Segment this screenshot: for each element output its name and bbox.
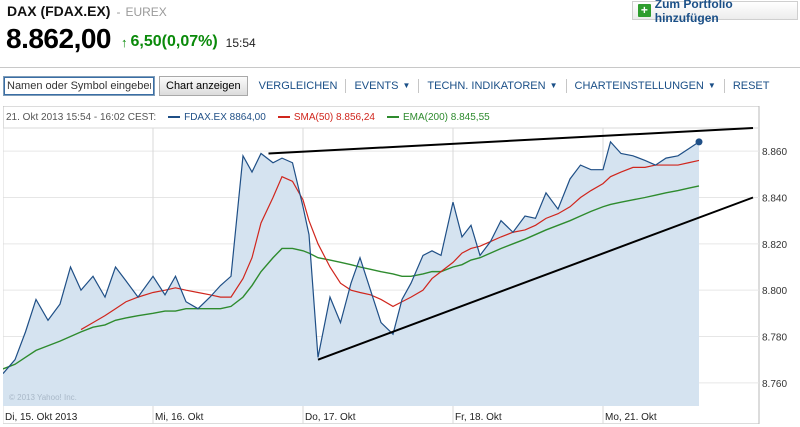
y-tick-label: 8.840 [762, 194, 787, 205]
x-tick-label: Fr, 18. Okt [455, 412, 502, 423]
events-menu[interactable]: EVENTS ▼ [346, 78, 420, 93]
chart-settings-menu[interactable]: CHARTEINSTELLUNGEN ▼ [567, 78, 725, 93]
x-tick-label: Di, 15. Okt 2013 [5, 412, 78, 423]
y-tick-label: 8.760 [762, 379, 787, 390]
yahoo-watermark: © 2013 Yahoo! Inc. [9, 393, 77, 402]
events-menu-label: EVENTS [354, 79, 399, 92]
legend-label-price: FDAX.EX 8864,00 [184, 111, 266, 123]
technical-indicators-menu-label: TECHN. INDIKATOREN [427, 79, 546, 92]
price-chart[interactable]: 8.760 8.780 8.800 8.820 8.840 8.860 Di, 15. Ok… [3, 106, 798, 424]
add-to-portfolio-label: Zum Portfolio hinzufügen [654, 0, 733, 25]
toolbar-divider [0, 67, 800, 68]
compare-menu-label: VERGLEICHEN [258, 79, 338, 92]
legend-range-label: 21. Okt 2013 15:54 - 16:02 CEST: [6, 111, 157, 123]
trendline [268, 127, 754, 155]
arrow-up-icon: ↑ [121, 35, 128, 50]
ema200-series-line [3, 185, 700, 370]
symbol-search-input[interactable] [3, 75, 155, 96]
price-area-fill [3, 141, 699, 406]
chart-legend: 21. Okt 2013 15:54 - 16:02 CEST: FDAX.EX… [3, 106, 759, 128]
y-tick-label: 8.820 [762, 240, 787, 251]
y-tick-label: 8.860 [762, 147, 787, 158]
chart-svg: 8.760 8.780 8.800 8.820 8.840 8.860 Di, 15. Ok… [3, 106, 787, 424]
reset-menu[interactable]: RESET [725, 79, 778, 93]
quote-time: 15:54 [225, 36, 256, 50]
y-tick-label: 8.800 [762, 286, 787, 297]
x-tick-label: Mo, 21. Okt [605, 412, 657, 423]
legend-swatch-sma [277, 116, 290, 118]
legend-item-sma: SMA(50) 8.856,24 [277, 111, 375, 123]
technical-indicators-menu[interactable]: TECHN. INDIKATOREN ▼ [419, 78, 567, 93]
legend-item-price: FDAX.EX 8864,00 [168, 112, 266, 123]
legend-item-ema: EMA(200) 8.845,55 [386, 111, 490, 123]
show-chart-button[interactable]: Chart anzeigen [159, 75, 248, 96]
exchange-label: EUREX [125, 5, 167, 19]
caret-down-icon: ▼ [707, 81, 716, 90]
trendline [317, 196, 754, 361]
plus-icon: + [638, 4, 651, 17]
price-change: 6,50(0,07%) [130, 33, 218, 50]
sma50-series-line [80, 159, 700, 331]
quote-title-row: DAX (FDAX.EX) - EUREX [7, 3, 167, 19]
x-tick-label: Mi, 16. Okt [155, 412, 204, 423]
reset-menu-label: RESET [732, 79, 770, 92]
last-price-marker [695, 138, 703, 146]
legend-label-sma: SMA(50) 8.856,24 [293, 111, 375, 123]
y-tick-label: 8.780 [762, 333, 787, 344]
chart-settings-menu-label: CHARTEINSTELLUNGEN [574, 79, 704, 92]
compare-menu[interactable]: VERGLEICHEN [251, 78, 347, 93]
legend-swatch-ema [386, 116, 399, 118]
legend-swatch-price [168, 116, 181, 118]
chart-toolbar: Chart anzeigen VERGLEICHEN EVENTS▼ TECHN… [3, 75, 778, 96]
caret-down-icon: ▼ [402, 81, 411, 90]
title-separator: - [116, 5, 121, 19]
add-to-portfolio-button[interactable]: + Zum Portfolio hinzufügen [632, 0, 798, 25]
quote-title: DAX (FDAX.EX) [7, 3, 111, 19]
caret-down-icon: ▼ [549, 81, 558, 90]
price-series-line [3, 140, 700, 374]
x-tick-label: Do, 17. Okt [305, 412, 356, 423]
last-price: 8.862,00 [6, 23, 112, 54]
price-row: 8.862,00 ↑ 6,50(0,07%) 15:54 [6, 20, 256, 54]
legend-label-ema: EMA(200) 8.845,55 [402, 111, 490, 123]
